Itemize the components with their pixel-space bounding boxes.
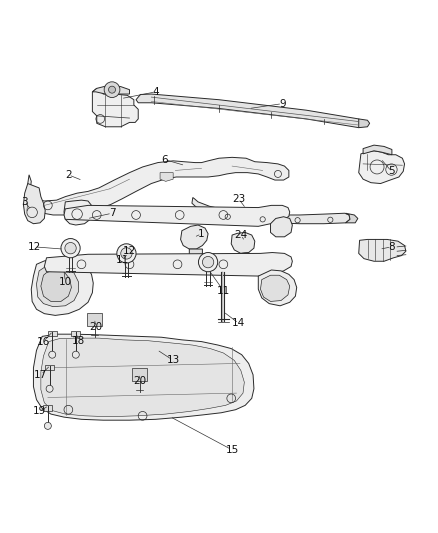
Circle shape [49, 351, 56, 358]
Text: 8: 8 [388, 242, 395, 252]
Text: 15: 15 [226, 445, 239, 455]
Polygon shape [64, 205, 290, 227]
Polygon shape [231, 232, 255, 253]
Polygon shape [64, 200, 92, 225]
Circle shape [46, 385, 53, 392]
Polygon shape [359, 239, 406, 261]
Text: 18: 18 [72, 336, 85, 346]
Circle shape [121, 248, 132, 259]
Text: 14: 14 [232, 318, 245, 328]
Circle shape [72, 351, 79, 358]
Text: 19: 19 [32, 407, 46, 416]
Text: 1: 1 [198, 229, 205, 239]
Circle shape [44, 422, 51, 430]
Polygon shape [31, 258, 93, 316]
Bar [45, 365, 54, 370]
Text: 3: 3 [21, 197, 28, 207]
Text: 2: 2 [65, 170, 72, 180]
Circle shape [117, 244, 136, 263]
Bar [132, 368, 148, 381]
Polygon shape [346, 213, 358, 223]
Polygon shape [23, 183, 45, 224]
Polygon shape [28, 157, 289, 215]
Polygon shape [92, 85, 130, 94]
Text: 20: 20 [89, 322, 102, 332]
Polygon shape [359, 151, 405, 183]
Circle shape [65, 243, 76, 254]
Text: 6: 6 [161, 155, 168, 165]
Text: 16: 16 [37, 337, 50, 346]
Polygon shape [240, 253, 251, 264]
Polygon shape [41, 270, 71, 302]
Polygon shape [189, 249, 202, 261]
Polygon shape [41, 338, 244, 417]
Circle shape [198, 253, 218, 272]
Circle shape [109, 86, 116, 93]
Polygon shape [258, 270, 297, 306]
Bar [87, 313, 102, 326]
Polygon shape [363, 145, 392, 155]
Text: 12: 12 [28, 242, 41, 252]
Text: 17: 17 [34, 370, 47, 380]
Bar [48, 331, 57, 336]
Text: 12: 12 [123, 246, 136, 256]
Polygon shape [271, 217, 292, 237]
Text: 4: 4 [152, 87, 159, 97]
Polygon shape [160, 173, 173, 181]
Text: 11: 11 [217, 286, 230, 295]
Polygon shape [180, 225, 208, 249]
Polygon shape [359, 119, 370, 128]
Text: 20: 20 [133, 376, 146, 386]
Polygon shape [36, 265, 78, 306]
Polygon shape [44, 253, 292, 276]
Polygon shape [192, 198, 350, 224]
Text: 11: 11 [116, 255, 129, 265]
Polygon shape [33, 334, 254, 420]
Text: 24: 24 [234, 230, 247, 240]
Text: 23: 23 [232, 194, 245, 204]
Circle shape [104, 82, 120, 98]
Text: 7: 7 [109, 208, 115, 218]
Text: 9: 9 [279, 99, 286, 109]
Polygon shape [261, 275, 290, 302]
Text: 5: 5 [388, 166, 395, 176]
Text: 10: 10 [59, 277, 72, 287]
Polygon shape [136, 94, 363, 128]
Bar [71, 331, 80, 336]
Circle shape [202, 256, 214, 268]
Circle shape [61, 239, 80, 258]
Bar [43, 405, 52, 410]
Text: 13: 13 [166, 356, 180, 365]
Polygon shape [92, 88, 138, 127]
